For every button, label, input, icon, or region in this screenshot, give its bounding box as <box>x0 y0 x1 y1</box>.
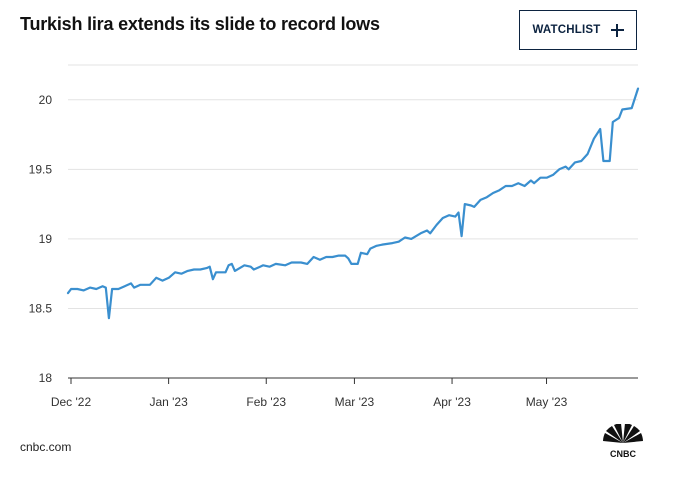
source-label: cnbc.com <box>20 440 72 454</box>
series-line <box>66 87 640 320</box>
plus-icon <box>610 23 624 37</box>
x-tick-label: Feb '23 <box>246 395 286 409</box>
x-tick-label: Dec '22 <box>51 395 92 409</box>
watchlist-label: WATCHLIST <box>532 24 601 36</box>
y-tick-label: 19 <box>39 232 53 246</box>
cnbc-peacock-logo: CNBC <box>603 424 643 458</box>
x-tick-label: Apr '23 <box>433 395 471 409</box>
y-tick-label: 18 <box>39 371 53 385</box>
x-tick-label: Jan '23 <box>149 395 188 409</box>
x-tick-label: May '23 <box>526 395 568 409</box>
watchlist-button[interactable]: WATCHLIST <box>519 10 637 50</box>
y-tick-label: 18.5 <box>29 301 53 315</box>
svg-text:CNBC: CNBC <box>610 449 636 458</box>
y-tick-label: 19.5 <box>29 162 53 176</box>
y-tick-label: 20 <box>39 93 53 107</box>
x-tick-label: Mar '23 <box>335 395 375 409</box>
chart-title: Turkish lira extends its slide to record… <box>20 14 380 34</box>
